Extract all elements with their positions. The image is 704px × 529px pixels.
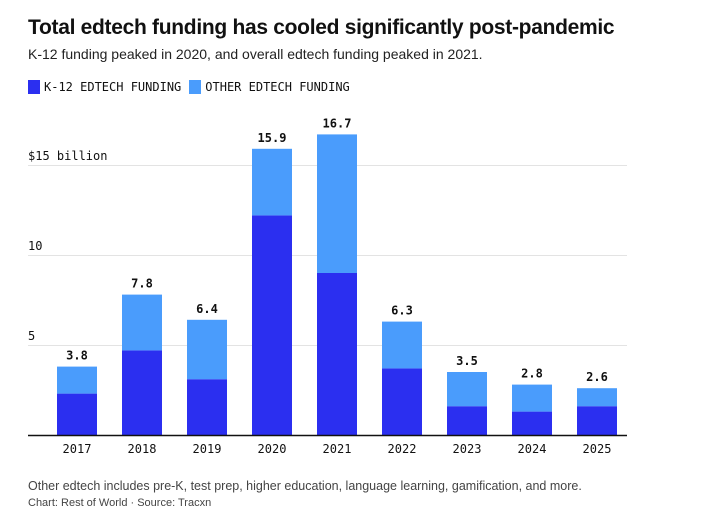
chart-subtitle: K-12 funding peaked in 2020, and overall…: [28, 46, 483, 62]
bar-k12-2018: [122, 350, 162, 435]
bar-total-label: 15.9: [258, 131, 287, 145]
bar-k12-2017: [57, 393, 97, 435]
x-tick-label: 2022: [388, 442, 417, 456]
bar-other-2020: [252, 148, 292, 216]
bar-total-label: 3.8: [66, 349, 88, 363]
legend-swatch-k12: [28, 80, 40, 94]
x-tick-label: 2025: [583, 442, 612, 456]
bar-other-2019: [187, 319, 227, 380]
bar-k12-2023: [447, 406, 487, 435]
x-tick-label: 2018: [128, 442, 157, 456]
bar-k12-2021: [317, 273, 357, 435]
bar-total-label: 7.8: [131, 277, 153, 291]
y-tick-label: 5: [28, 329, 35, 343]
bar-k12-2024: [512, 411, 552, 435]
legend-item-k12: K-12 EDTECH FUNDING: [28, 80, 181, 94]
bar-k12-2020: [252, 215, 292, 435]
x-tick-label: 2024: [518, 442, 547, 456]
legend-label-other: OTHER EDTECH FUNDING: [205, 80, 350, 94]
y-tick-label: 10: [28, 239, 42, 253]
y-tick-label: $15 billion: [28, 149, 107, 163]
x-tick-label: 2023: [453, 442, 482, 456]
x-tick-label: 2019: [193, 442, 222, 456]
bar-total-label: 6.4: [196, 302, 218, 316]
legend-label-k12: K-12 EDTECH FUNDING: [44, 80, 182, 94]
bar-total-label: 2.6: [586, 370, 608, 384]
legend-item-other: OTHER EDTECH FUNDING: [189, 80, 350, 94]
x-tick-label: 2021: [323, 442, 352, 456]
bar-other-2024: [512, 384, 552, 412]
bar-other-2023: [447, 372, 487, 407]
bar-total-label: 2.8: [521, 367, 543, 381]
chart-title: Total edtech funding has cooled signific…: [28, 16, 615, 39]
x-tick-label: 2017: [63, 442, 92, 456]
bar-total-label: 3.5: [456, 354, 478, 368]
bar-k12-2025: [577, 406, 617, 435]
bar-other-2025: [577, 388, 617, 407]
x-tick-label: 2020: [258, 442, 287, 456]
footnote: Other edtech includes pre-K, test prep, …: [28, 479, 582, 493]
bar-total-label: 16.7: [323, 116, 352, 130]
bar-total-label: 6.3: [391, 304, 413, 318]
legend: K-12 EDTECH FUNDING OTHER EDTECH FUNDING: [28, 80, 358, 94]
bar-other-2021: [317, 134, 357, 273]
legend-swatch-other: [189, 80, 202, 94]
bar-other-2022: [382, 321, 422, 369]
source-credit: Chart: Rest of World · Source: Tracxn: [28, 497, 212, 509]
bar-k12-2022: [382, 368, 422, 435]
bar-other-2017: [57, 366, 97, 394]
bar-other-2018: [122, 294, 162, 351]
bar-k12-2019: [187, 379, 227, 435]
